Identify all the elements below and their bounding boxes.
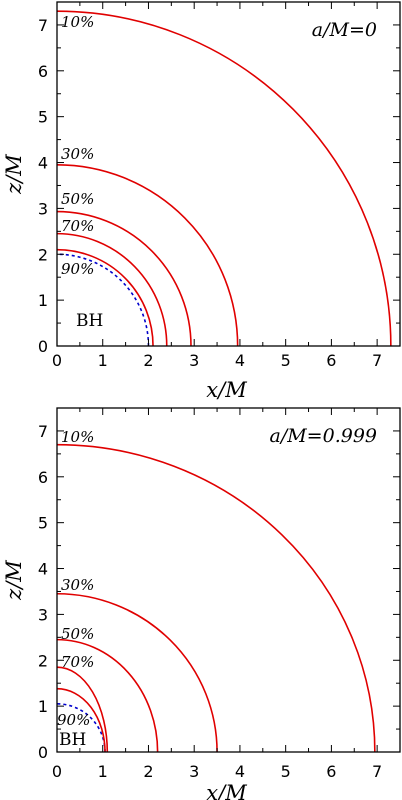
y-tick-label: 7 <box>38 16 48 35</box>
y-tick-label: 6 <box>38 62 48 81</box>
x-tick-label: 2 <box>143 351 153 370</box>
contour-10pct <box>57 10 392 346</box>
contour-label: 70% <box>61 217 94 235</box>
contour-label: 30% <box>61 145 94 163</box>
x-tick-label: 7 <box>372 762 382 781</box>
y-tick-label: 6 <box>38 468 48 487</box>
x-tick-label: 3 <box>189 762 199 781</box>
contour-label: 10% <box>61 13 94 31</box>
y-tick-label: 2 <box>38 651 48 670</box>
x-tick-label: 1 <box>98 351 108 370</box>
y-axis-label: z/M <box>2 154 26 195</box>
y-tick-label: 0 <box>38 743 48 762</box>
contour-50pct <box>57 638 159 752</box>
x-tick-label: 2 <box>143 762 153 781</box>
contour-90pct <box>57 248 154 346</box>
contour-label: 10% <box>61 428 94 446</box>
spin-label: a/M=0.999 <box>270 425 378 447</box>
y-tick-label: 5 <box>38 108 48 127</box>
y-tick-label: 1 <box>38 697 48 716</box>
plot-area <box>57 10 392 346</box>
plot-frame <box>56 407 401 753</box>
x-axis-label: x/M <box>206 781 247 800</box>
y-tick-label: 7 <box>38 422 48 441</box>
x-axis-label: x/M <box>206 378 247 402</box>
x-tick-label: 5 <box>281 762 291 781</box>
horizon-curve <box>57 253 150 346</box>
x-tick-label: 7 <box>372 351 382 370</box>
contour-10pct <box>57 443 376 752</box>
contour-30pct <box>57 592 218 752</box>
x-tick-label: 1 <box>98 762 108 781</box>
plot-area <box>57 443 376 752</box>
x-tick-label: 0 <box>52 351 62 370</box>
x-tick-label: 6 <box>326 762 336 781</box>
black-hole-label: BH <box>59 730 86 750</box>
y-tick-label: 4 <box>38 560 48 579</box>
y-tick-label: 1 <box>38 291 48 310</box>
contour-label: 90% <box>61 260 94 278</box>
contour-50pct <box>57 210 192 346</box>
y-tick-label: 5 <box>38 514 48 533</box>
y-tick-label: 3 <box>38 605 48 624</box>
spin-label: a/M=0 <box>312 19 377 41</box>
contour-70pct <box>57 232 168 346</box>
contour-label: 70% <box>61 653 94 671</box>
contour-30pct <box>57 164 239 346</box>
chart-panel-1: 0 1 2 3 4 5 6 7 0 1 2 3 4 5 6 7 x/M z/M a/M=0 10% 30% 50% 70% 9… <box>2 1 401 402</box>
x-tick-label: 4 <box>235 762 245 781</box>
x-tick-label: 3 <box>189 351 199 370</box>
y-tick-label: 3 <box>38 199 48 218</box>
x-tick-label: 4 <box>235 351 245 370</box>
contour-90pct <box>57 687 106 752</box>
x-tick-label: 6 <box>326 351 336 370</box>
contour-70pct <box>57 666 109 752</box>
contour-label: 50% <box>61 190 94 208</box>
y-tick-label: 2 <box>38 245 48 264</box>
contour-label: 90% <box>57 711 90 729</box>
contour-label: 30% <box>61 576 94 594</box>
x-tick-label: 5 <box>281 351 291 370</box>
black-hole-label: BH <box>76 311 103 331</box>
y-axis-label: z/M <box>2 560 26 601</box>
x-tick-label: 0 <box>52 762 62 781</box>
y-tick-label: 0 <box>38 337 48 356</box>
plot-frame <box>56 1 401 347</box>
contour-label: 50% <box>61 625 94 643</box>
y-tick-label: 4 <box>38 154 48 173</box>
chart-panel-2: 0 1 2 3 4 5 6 7 0 1 2 3 4 5 6 7 x/M z/M a/M=0.999 10% 30% 50%… <box>2 407 401 800</box>
